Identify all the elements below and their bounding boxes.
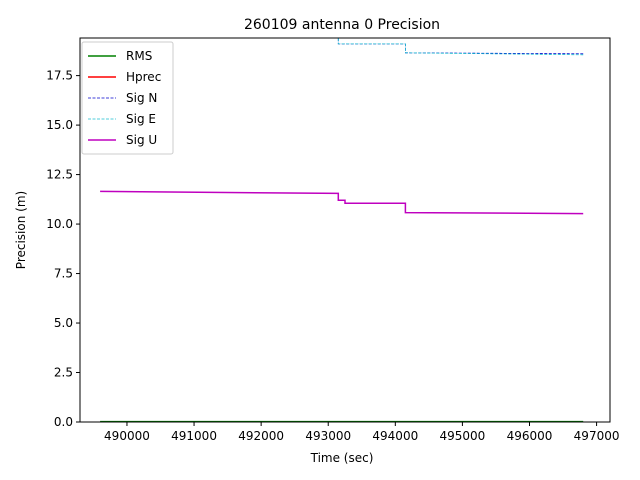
y-axis-label: Precision (m) — [14, 191, 28, 269]
x-tick-label: 495000 — [439, 429, 485, 443]
chart-title: 260109 antenna 0 Precision — [244, 17, 440, 33]
x-tick-label: 492000 — [238, 429, 284, 443]
legend-label: Hprec — [126, 70, 161, 84]
legend-label: Sig N — [126, 91, 157, 105]
y-tick-label: 7.5 — [54, 267, 73, 281]
plot-frame — [79, 37, 611, 423]
x-tick-label: 493000 — [305, 429, 351, 443]
legend-label: RMS — [126, 49, 152, 63]
x-tick-label: 490000 — [104, 429, 150, 443]
legend-label: Sig E — [126, 112, 156, 126]
y-tick-label: 2.5 — [54, 366, 73, 380]
x-tick-label: 491000 — [171, 429, 217, 443]
x-axis-ticks: 490000 491000 492000 493000 494000 495000 4960… — [104, 422, 619, 443]
y-tick-label: 12.5 — [46, 168, 73, 182]
y-tick-label: 5.0 — [54, 316, 73, 330]
x-axis-label: Time (sec) — [310, 451, 374, 465]
y-axis-ticks: 0.0 2.5 5.0 7.5 10.0 12.5 15.0 17.5 — [46, 69, 80, 429]
legend-label: Sig U — [126, 133, 157, 147]
y-tick-label: 15.0 — [46, 118, 73, 132]
x-tick-label: 494000 — [372, 429, 418, 443]
legend-box — [81, 41, 174, 155]
y-tick-label: 10.0 — [46, 217, 73, 231]
x-tick-label: 497000 — [574, 429, 620, 443]
y-tick-label: 17.5 — [46, 69, 73, 83]
series-line-sig-u — [100, 190, 584, 215]
x-tick-label: 496000 — [507, 429, 553, 443]
y-tick-label: 0.0 — [54, 415, 73, 429]
legend: RMS Hprec Sig N Sig E Sig U — [81, 41, 174, 155]
